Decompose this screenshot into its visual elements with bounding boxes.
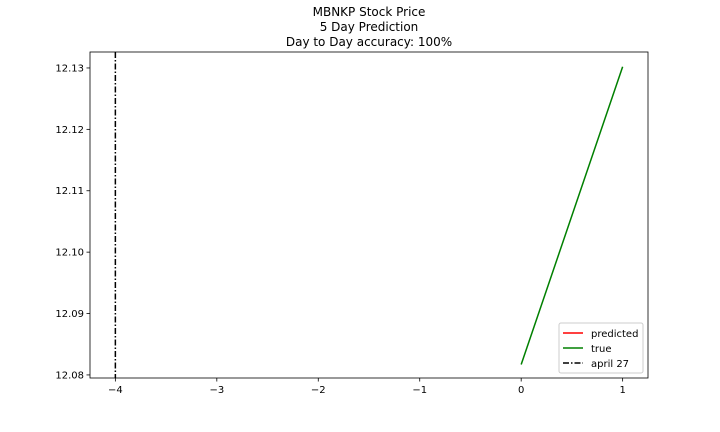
x-tick-label: −4 bbox=[108, 385, 123, 396]
legend-true-label: true bbox=[591, 344, 612, 355]
legend-predicted-label: predicted bbox=[591, 329, 638, 340]
x-tick-label: −1 bbox=[412, 385, 427, 396]
series-line-true bbox=[520, 66, 624, 365]
y-tick-label: 12.13 bbox=[55, 63, 84, 74]
y-tick-label: 12.12 bbox=[55, 125, 84, 136]
y-tick-label: 12.11 bbox=[55, 186, 84, 197]
axes-frame bbox=[89, 51, 649, 379]
chart-title-line-2: 5 Day Prediction bbox=[320, 20, 419, 34]
y-tick-label: 12.08 bbox=[55, 370, 84, 381]
x-tick-label: −2 bbox=[311, 385, 326, 396]
x-axis: −4 −3 −2 −1 0 1 bbox=[108, 378, 626, 396]
chart-title: MBNKP Stock Price 5 Day Prediction Day t… bbox=[286, 5, 452, 49]
series-layer bbox=[114, 52, 624, 378]
chart-title-line-1: MBNKP Stock Price bbox=[313, 5, 426, 19]
legend-box bbox=[558, 322, 644, 374]
x-tick-label: 1 bbox=[619, 385, 625, 396]
y-axis: 12.08 12.09 12.10 12.11 12.12 12.13 bbox=[55, 63, 90, 381]
chart-title-line-3: Day to Day accuracy: 100% bbox=[286, 35, 452, 49]
y-tick-label: 12.09 bbox=[55, 309, 84, 320]
legend-april27-label: april 27 bbox=[591, 359, 629, 370]
x-tick-label: −3 bbox=[209, 385, 224, 396]
legend: predicted true april 27 bbox=[558, 322, 644, 374]
x-tick-label: 0 bbox=[518, 385, 524, 396]
plot-area bbox=[90, 52, 648, 378]
y-tick-label: 12.10 bbox=[55, 248, 84, 259]
